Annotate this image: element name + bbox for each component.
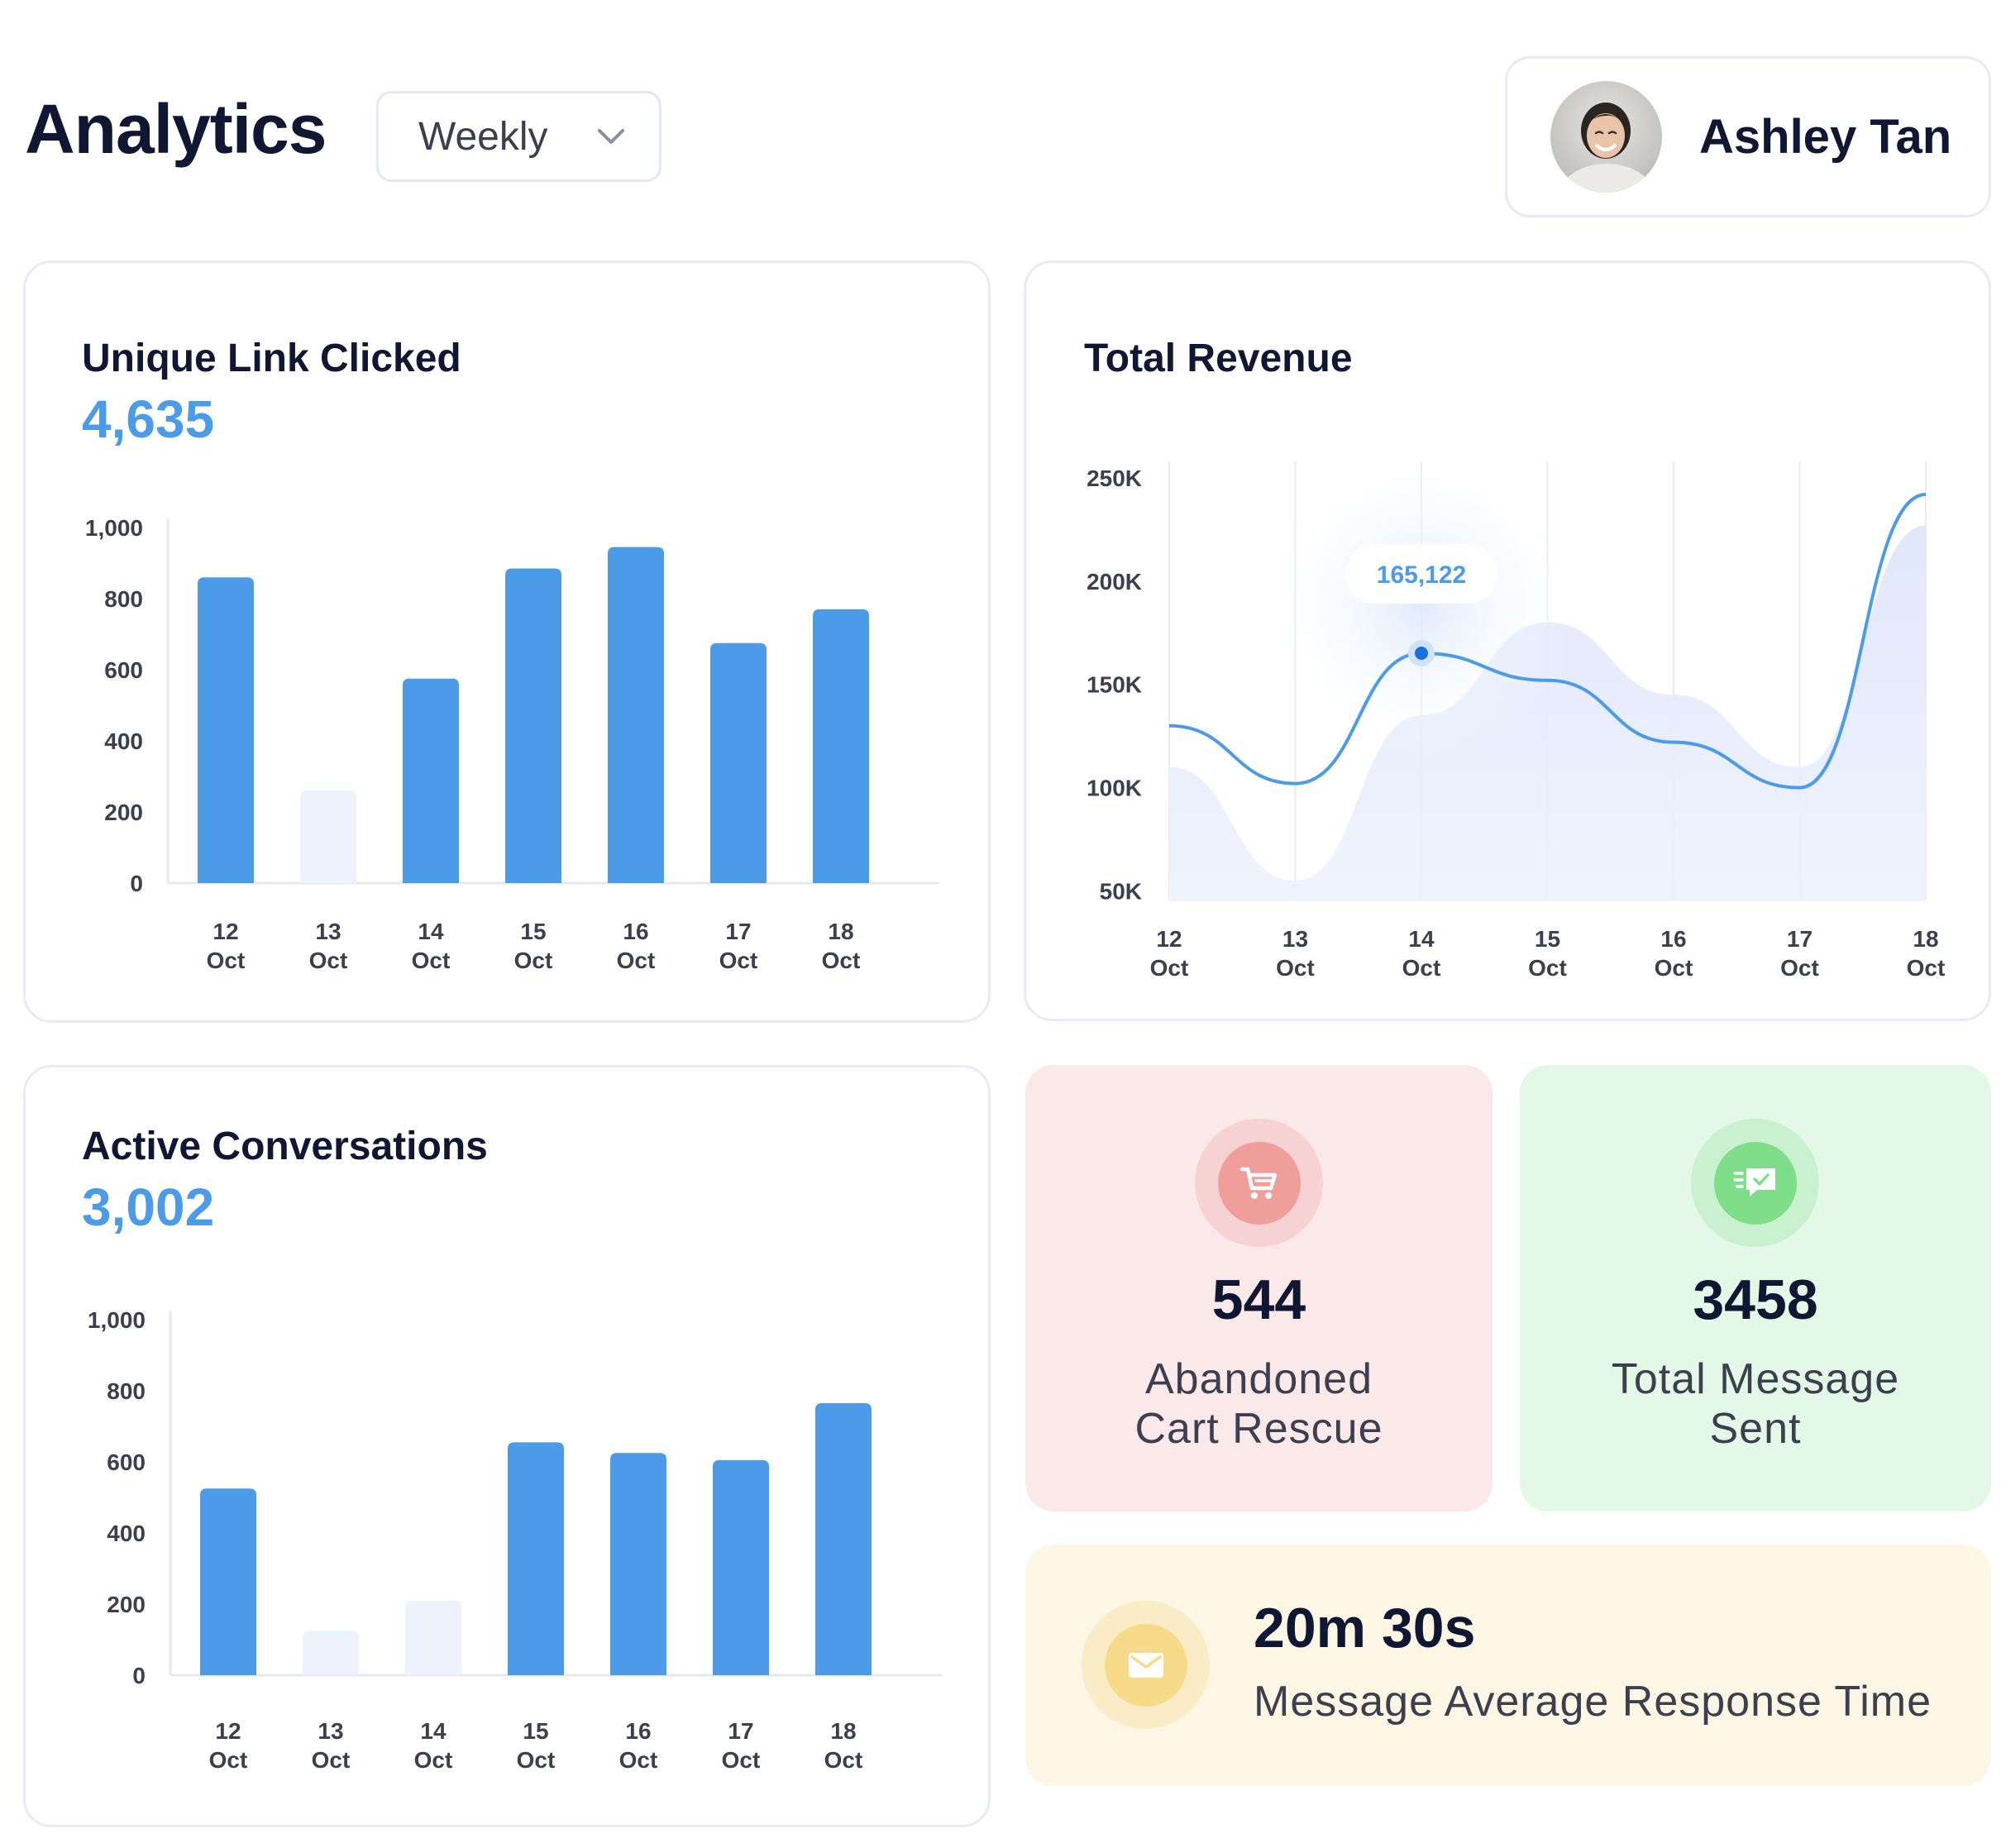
page-title: Analytics bbox=[25, 90, 327, 168]
y-tick-label: 1,000 bbox=[88, 1307, 146, 1333]
revenue-line-chart: 250K 200K 150K 100K 50K 165,122 12 Oct 13 Oct 14 Oc… bbox=[1087, 446, 1946, 981]
x-tick-label: 14 Oct bbox=[412, 919, 451, 973]
area-series bbox=[1169, 525, 1926, 901]
shopping-cart-icon bbox=[1239, 1167, 1277, 1199]
y-tick-label: 400 bbox=[107, 1521, 146, 1546]
x-tick-label: 12 Oct bbox=[207, 919, 246, 973]
total-message-sent-tile: 3458 Total Message Sent bbox=[1520, 1065, 1991, 1511]
bar bbox=[713, 1459, 769, 1675]
period-dropdown[interactable]: Weekly bbox=[376, 91, 662, 182]
envelope-icon bbox=[1128, 1652, 1163, 1678]
card-value: 4,635 bbox=[82, 389, 215, 449]
unique-link-card: Unique Link Clicked 4,635 1,000 800 600 400… bbox=[23, 260, 991, 1023]
chevron-down-icon bbox=[598, 129, 624, 144]
bar bbox=[303, 1631, 359, 1675]
x-tick-label: 18 Oct bbox=[1907, 926, 1946, 981]
y-tick-label: 100K bbox=[1087, 776, 1142, 801]
card-title: Active Conversations bbox=[82, 1125, 488, 1168]
x-tick-label: 17 Oct bbox=[1780, 926, 1819, 981]
x-tick-label: 13 Oct bbox=[312, 1718, 351, 1773]
y-tick-label: 800 bbox=[104, 586, 143, 612]
stat-value: 544 bbox=[1211, 1268, 1306, 1331]
stat-label-line-2: Sent bbox=[1709, 1405, 1802, 1453]
x-tick-label: 18 Oct bbox=[822, 919, 861, 973]
avatar bbox=[1550, 81, 1662, 193]
y-tick-label: 600 bbox=[107, 1449, 146, 1475]
y-tick-label: 400 bbox=[104, 728, 143, 754]
x-tick-label: 17 Oct bbox=[719, 919, 758, 973]
abandoned-cart-tile: 544 Abandoned Cart Rescue bbox=[1025, 1065, 1493, 1511]
stat-label-line-1: Abandoned bbox=[1144, 1355, 1373, 1403]
response-time-tile: 20m 30s Message Average Response Time bbox=[1025, 1545, 1991, 1786]
cart-icon-badge bbox=[1195, 1119, 1323, 1247]
y-tick-label: 150K bbox=[1087, 672, 1142, 698]
highlight-point bbox=[1415, 646, 1428, 660]
bar bbox=[405, 1600, 461, 1675]
stat-value: 3458 bbox=[1693, 1268, 1818, 1331]
tooltip-box bbox=[1345, 544, 1497, 604]
x-tick-label: 16 Oct bbox=[619, 1718, 658, 1773]
bar bbox=[608, 547, 664, 883]
y-tick-label: 50K bbox=[1100, 879, 1142, 905]
stat-value: 20m 30s bbox=[1254, 1597, 1476, 1659]
x-tick-label: 13 Oct bbox=[309, 919, 348, 973]
user-profile-card[interactable]: Ashley Tan bbox=[1505, 56, 1991, 217]
x-tick-label: 12 Oct bbox=[209, 1718, 248, 1773]
bar bbox=[300, 790, 356, 883]
card-title: Unique Link Clicked bbox=[82, 337, 461, 380]
period-selected-value: Weekly bbox=[418, 114, 548, 159]
bar bbox=[815, 1403, 872, 1675]
x-tick-label: 13 Oct bbox=[1276, 926, 1315, 981]
bar bbox=[198, 577, 254, 883]
y-tick-label: 200 bbox=[107, 1592, 146, 1617]
bar bbox=[813, 609, 869, 883]
x-tick-label: 12 Oct bbox=[1150, 926, 1189, 981]
x-tick-label: 14 Oct bbox=[1402, 926, 1441, 981]
stat-label: Message Average Response Time bbox=[1254, 1678, 1932, 1726]
x-tick-label: 18 Oct bbox=[824, 1718, 863, 1773]
message-icon-badge bbox=[1691, 1119, 1819, 1247]
bar bbox=[200, 1488, 256, 1675]
total-revenue-card: Total Revenue 250K 200K 150K 100K 50K 165,122… bbox=[1024, 260, 1991, 1021]
stat-label-line-2: Cart Rescue bbox=[1134, 1405, 1383, 1453]
stat-label: Total Message Sent bbox=[1520, 1354, 1991, 1454]
active-conversations-card: Active Conversations 3,002 1,000 800 600 40… bbox=[23, 1065, 991, 1827]
x-tick-label: 16 Oct bbox=[617, 919, 656, 973]
x-tick-label: 17 Oct bbox=[722, 1718, 761, 1773]
message-sent-icon bbox=[1732, 1168, 1775, 1196]
y-tick-label: 200 bbox=[104, 800, 143, 825]
card-title: Total Revenue bbox=[1084, 337, 1353, 380]
x-tick-label: 16 Oct bbox=[1655, 926, 1693, 981]
y-tick-label: 1,000 bbox=[85, 515, 143, 541]
bar bbox=[403, 678, 459, 883]
x-tick-label: 15 Oct bbox=[1528, 926, 1567, 981]
y-tick-label: 200K bbox=[1087, 569, 1142, 595]
stat-label-line-1: Total Message bbox=[1611, 1355, 1900, 1403]
active-conversations-bar-chart: 1,000 800 600 400 200 0 12 Oct 13 Oct 14 Oct 15 Oct 16… bbox=[88, 1307, 942, 1773]
bar bbox=[610, 1453, 666, 1675]
bar bbox=[710, 642, 767, 883]
y-tick-label: 0 bbox=[130, 871, 143, 896]
y-tick-label: 0 bbox=[132, 1663, 146, 1688]
x-tick-label: 15 Oct bbox=[514, 919, 553, 973]
card-value: 3,002 bbox=[82, 1177, 215, 1237]
user-name: Ashley Tan bbox=[1699, 110, 1952, 164]
bar bbox=[508, 1442, 564, 1675]
y-tick-label: 250K bbox=[1087, 466, 1142, 491]
y-tick-label: 800 bbox=[107, 1378, 146, 1404]
tooltip-value: 165,122 bbox=[1377, 561, 1466, 589]
unique-link-bar-chart: 1,000 800 600 400 200 0 12 Oct 13 Oct 14 Oct 15 Oct 16… bbox=[85, 515, 939, 973]
envelope-icon-badge bbox=[1082, 1601, 1210, 1729]
y-tick-label: 600 bbox=[104, 657, 143, 683]
bar bbox=[505, 568, 561, 883]
line-series bbox=[1168, 492, 1927, 790]
x-tick-label: 14 Oct bbox=[414, 1718, 453, 1773]
x-tick-label: 15 Oct bbox=[517, 1718, 556, 1773]
stat-label: Abandoned Cart Rescue bbox=[1025, 1354, 1493, 1454]
